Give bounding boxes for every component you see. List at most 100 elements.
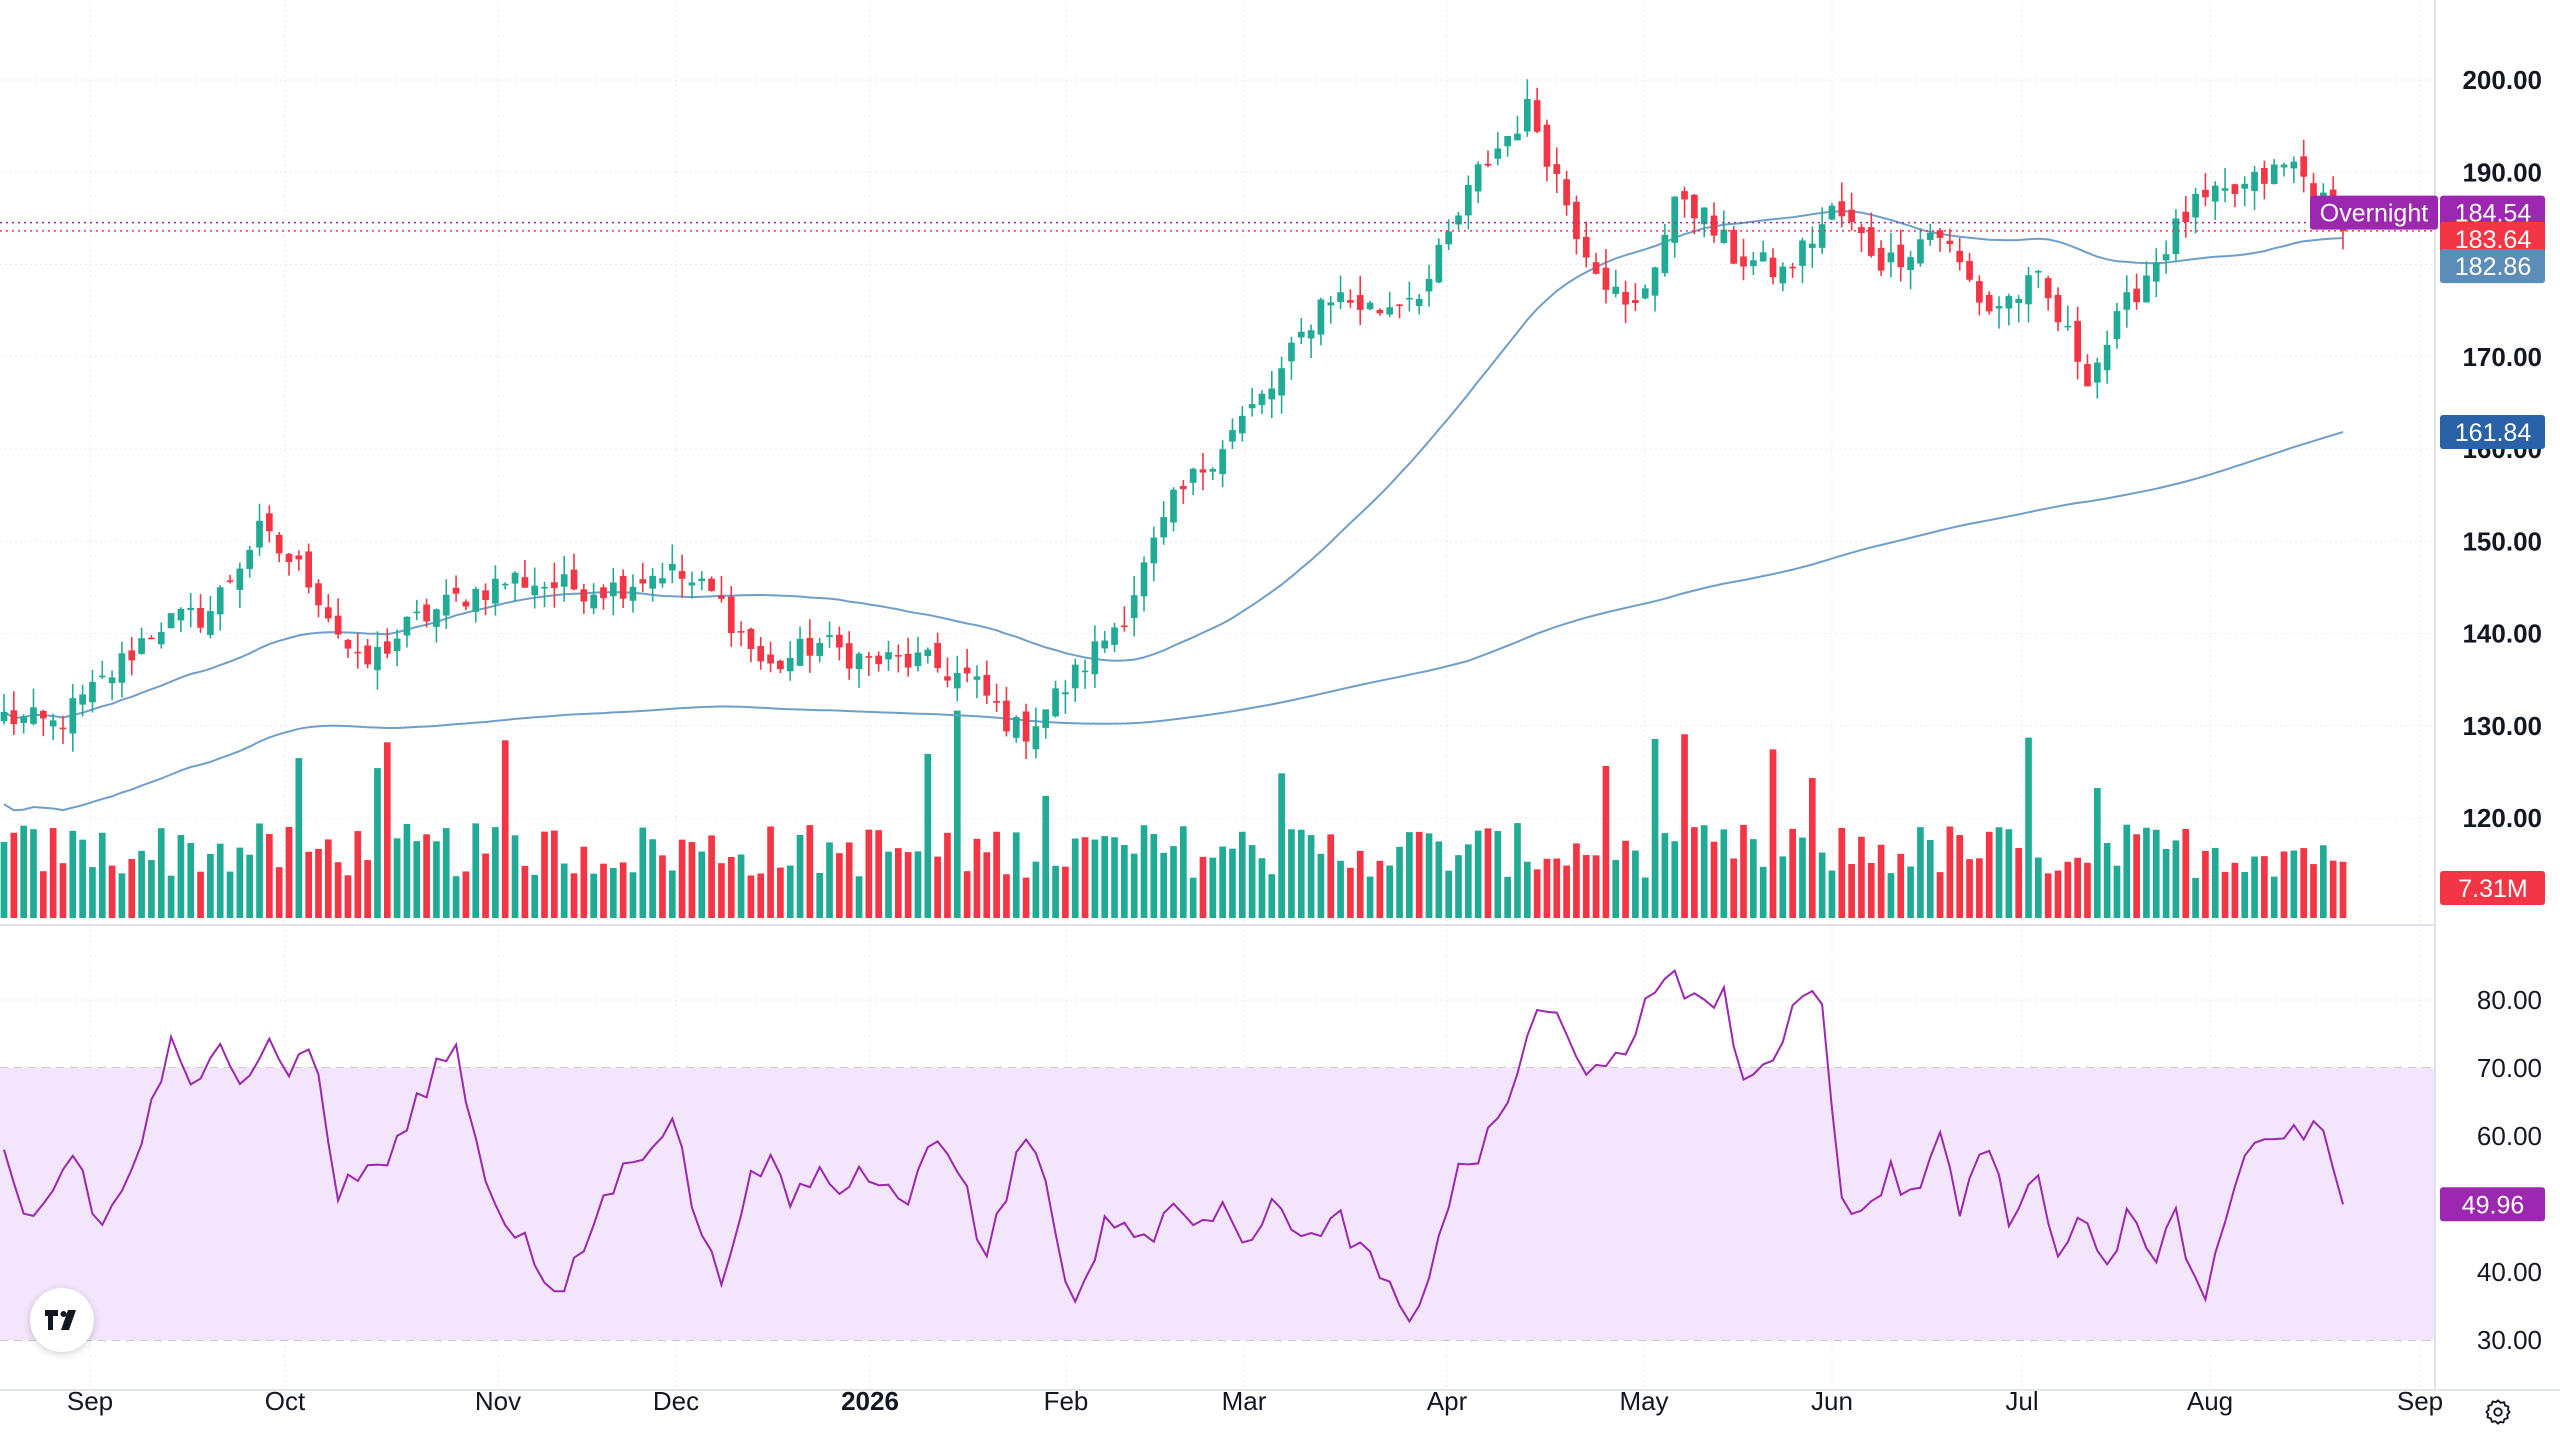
candle-body[interactable] bbox=[1907, 257, 1914, 271]
candle-body[interactable] bbox=[79, 694, 86, 705]
candle-body[interactable] bbox=[216, 587, 224, 615]
candle-body[interactable] bbox=[963, 667, 971, 674]
candle-body[interactable] bbox=[1209, 469, 1217, 472]
candle-body[interactable] bbox=[2044, 278, 2052, 299]
candle-body[interactable] bbox=[1238, 415, 1246, 434]
candle-body[interactable] bbox=[383, 641, 391, 654]
candle-body[interactable] bbox=[393, 638, 401, 652]
tradingview-logo-icon[interactable] bbox=[30, 1288, 94, 1352]
candle-body[interactable] bbox=[2162, 254, 2170, 261]
candle-body[interactable] bbox=[1946, 240, 1954, 245]
candle-body[interactable] bbox=[904, 653, 912, 668]
candle-body[interactable] bbox=[236, 568, 244, 590]
candle-body[interactable] bbox=[1917, 239, 1924, 264]
candle-body[interactable] bbox=[1533, 100, 1541, 132]
candle-body[interactable] bbox=[1563, 179, 1570, 206]
candle-body[interactable] bbox=[1484, 163, 1492, 166]
candle-body[interactable] bbox=[570, 569, 578, 590]
candle-body[interactable] bbox=[1691, 194, 1698, 219]
candle-body[interactable] bbox=[1376, 309, 1384, 314]
candle-body[interactable] bbox=[1779, 266, 1787, 284]
candle-body[interactable] bbox=[2270, 164, 2278, 185]
candle-body[interactable] bbox=[777, 660, 784, 670]
candle-body[interactable] bbox=[1474, 164, 1482, 192]
candle-body[interactable] bbox=[2241, 183, 2249, 189]
candle-body[interactable] bbox=[698, 578, 706, 582]
candle-body[interactable] bbox=[1661, 234, 1669, 274]
candle-body[interactable] bbox=[531, 585, 539, 596]
candle-body[interactable] bbox=[668, 563, 676, 571]
candle-body[interactable] bbox=[1288, 342, 1295, 362]
candle-body[interactable] bbox=[403, 616, 411, 636]
candle-body[interactable] bbox=[845, 643, 853, 669]
candle-body[interactable] bbox=[1052, 688, 1059, 717]
candle-body[interactable] bbox=[1720, 229, 1728, 243]
candle-body[interactable] bbox=[2261, 168, 2268, 184]
candle-body[interactable] bbox=[442, 594, 450, 616]
candle-body[interactable] bbox=[1749, 260, 1757, 267]
candle-body[interactable] bbox=[1337, 292, 1344, 302]
candle-body[interactable] bbox=[924, 649, 932, 657]
candle-body[interactable] bbox=[472, 588, 480, 612]
candle-body[interactable] bbox=[2192, 193, 2199, 218]
candle-body[interactable] bbox=[1307, 330, 1315, 339]
candle-body[interactable] bbox=[894, 655, 902, 657]
candle-body[interactable] bbox=[1042, 709, 1050, 728]
candle-body[interactable] bbox=[1622, 291, 1629, 305]
candle-body[interactable] bbox=[226, 580, 234, 583]
candle-body[interactable] bbox=[659, 578, 666, 584]
candle-body[interactable] bbox=[2211, 185, 2219, 202]
candle-body[interactable] bbox=[2251, 171, 2258, 191]
gear-icon[interactable] bbox=[2478, 1392, 2518, 1432]
candle-body[interactable] bbox=[688, 582, 696, 586]
candle-body[interactable] bbox=[2300, 156, 2308, 177]
candle-body[interactable] bbox=[2103, 344, 2111, 371]
candle-body[interactable] bbox=[207, 611, 214, 635]
candle-body[interactable] bbox=[423, 604, 430, 622]
candle-body[interactable] bbox=[1523, 98, 1531, 132]
candle-body[interactable] bbox=[855, 653, 863, 670]
candle-body[interactable] bbox=[1464, 184, 1472, 216]
candle-body[interactable] bbox=[334, 615, 342, 635]
candle-body[interactable] bbox=[501, 583, 509, 586]
candle-body[interactable] bbox=[2074, 320, 2081, 362]
candle-body[interactable] bbox=[718, 595, 725, 599]
candle-body[interactable] bbox=[433, 609, 440, 627]
candle-body[interactable] bbox=[1455, 215, 1462, 225]
candle-body[interactable] bbox=[2123, 292, 2131, 310]
candle-body[interactable] bbox=[1828, 205, 1836, 220]
candle-body[interactable] bbox=[69, 698, 77, 734]
candle-body[interactable] bbox=[1081, 670, 1089, 673]
candle-body[interactable] bbox=[1966, 260, 1973, 280]
candle-body[interactable] bbox=[2005, 296, 2013, 309]
candle-body[interactable] bbox=[551, 582, 558, 589]
candle-body[interactable] bbox=[246, 549, 254, 569]
candle-body[interactable] bbox=[2025, 275, 2032, 305]
candle-body[interactable] bbox=[639, 579, 647, 584]
candle-body[interactable] bbox=[1769, 257, 1777, 278]
candle-body[interactable] bbox=[98, 675, 106, 678]
candle-body[interactable] bbox=[1671, 196, 1679, 243]
candle-body[interactable] bbox=[973, 676, 981, 680]
candle-body[interactable] bbox=[1101, 640, 1109, 649]
candle-body[interactable] bbox=[462, 601, 470, 607]
candle-body[interactable] bbox=[1268, 388, 1276, 400]
candle-body[interactable] bbox=[1170, 489, 1177, 523]
candle-body[interactable] bbox=[1494, 148, 1502, 159]
candle-body[interactable] bbox=[1936, 230, 1944, 238]
candle-body[interactable] bbox=[885, 652, 892, 660]
candle-body[interactable] bbox=[953, 672, 961, 689]
candle-body[interactable] bbox=[2143, 275, 2150, 303]
candle-body[interactable] bbox=[727, 596, 735, 634]
candle-body[interactable] bbox=[1573, 201, 1580, 239]
candle-body[interactable] bbox=[2221, 188, 2229, 191]
candle-body[interactable] bbox=[2093, 362, 2101, 383]
candle-body[interactable] bbox=[1347, 300, 1354, 303]
candle-body[interactable] bbox=[1396, 304, 1403, 307]
candle-body[interactable] bbox=[374, 647, 381, 671]
candle-body[interactable] bbox=[580, 589, 588, 602]
candle-body[interactable] bbox=[747, 628, 755, 649]
candle-body[interactable] bbox=[2182, 211, 2190, 223]
